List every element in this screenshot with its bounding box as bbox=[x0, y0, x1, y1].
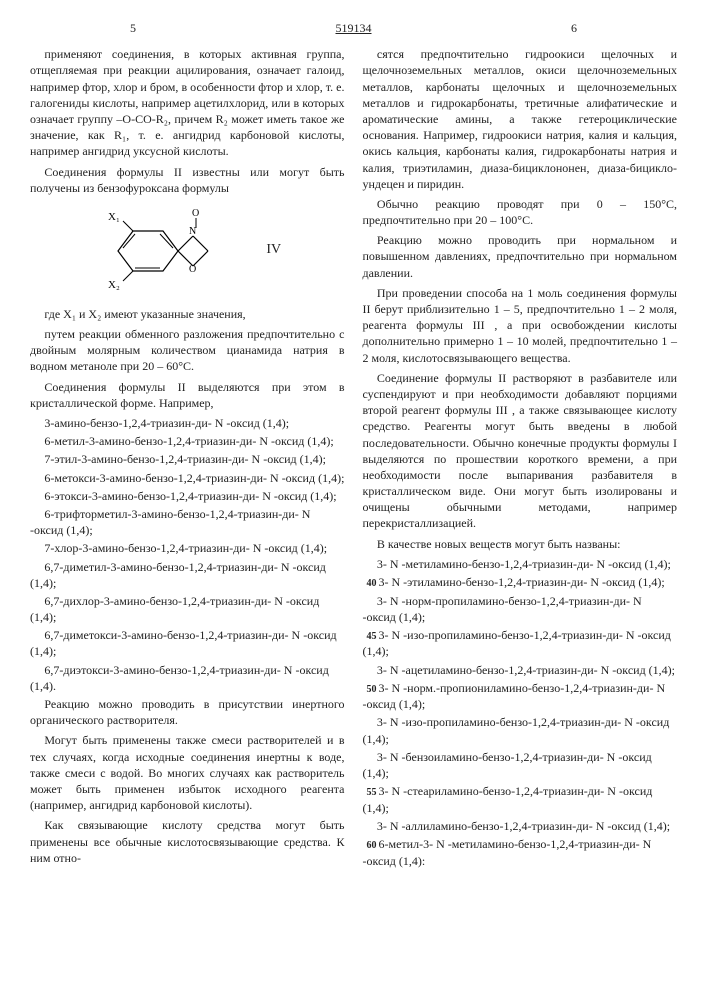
paragraph: Соединение формулы II растворяют в разба… bbox=[363, 370, 678, 532]
line-number: 40 bbox=[363, 577, 377, 591]
compound-item: 7-этил-3-амино-бензо-1,2,4-триазин-ди- N… bbox=[30, 451, 345, 467]
page-header: 5 519134 6 bbox=[30, 20, 677, 36]
paragraph: Обычно реакцию проводят при 0 – 150°С, п… bbox=[363, 196, 678, 228]
patent-number: 519134 bbox=[336, 20, 372, 36]
compound-item: 6-метокси-3-амино-бензо-1,2,4-триазин-ди… bbox=[30, 470, 345, 486]
paragraph: путем реакции обменного разложения предп… bbox=[30, 326, 345, 375]
compound-item: 553- N -стеариламино-бензо-1,2,4-триазин… bbox=[363, 783, 678, 816]
compound-item: 3-амино-бензо-1,2,4-триазин-ди- N -оксид… bbox=[30, 415, 345, 431]
svg-text:X₁: X₁ bbox=[108, 211, 120, 223]
svg-text:O: O bbox=[189, 264, 196, 275]
chemical-structure: N O O X₁ X₂ IV bbox=[30, 206, 345, 296]
compound-item: 6-этокси-3-амино-бензо-1,2,4-триазин-ди-… bbox=[30, 488, 345, 504]
paragraph: сятся предпочтительно гидроокиси щелочны… bbox=[363, 46, 678, 192]
compound-item: 3- N -изо-пропиламино-бензо-1,2,4-триази… bbox=[363, 714, 678, 746]
page-right: 6 bbox=[571, 20, 577, 36]
paragraph: Соединения формулы II известны или могут… bbox=[30, 164, 345, 196]
paragraph: Могут быть применены также смеси раствор… bbox=[30, 732, 345, 813]
svg-text:X₂: X₂ bbox=[108, 279, 120, 291]
formula-number: IV bbox=[266, 241, 281, 260]
paragraph: Как связывающие кислоту средства могут б… bbox=[30, 817, 345, 866]
paragraph: Соединения формулы II выделяются при это… bbox=[30, 379, 345, 411]
svg-text:N: N bbox=[189, 226, 196, 237]
compound-item: 403- N -этиламино-бензо-1,2,4-триазин-ди… bbox=[363, 574, 678, 591]
paragraph: применяют соединения, в которых активная… bbox=[30, 46, 345, 159]
compound-item: 503- N -норм.-пропиониламино-бензо-1,2,4… bbox=[363, 680, 678, 713]
paragraph: где X₁ и X₂ имеют указанные значения, bbox=[30, 306, 345, 322]
compound-item: 606-метил-3- N -метиламино-бензо-1,2,4-т… bbox=[363, 836, 678, 869]
line-number: 45 bbox=[363, 630, 377, 644]
line-number: 55 bbox=[363, 786, 377, 800]
compound-item: 3- N -бензоиламино-бензо-1,2,4-триазин-д… bbox=[363, 749, 678, 781]
two-column-body: применяют соединения, в которых активная… bbox=[30, 46, 677, 871]
page-left: 5 bbox=[130, 20, 136, 36]
paragraph: При проведении способа на 1 моль соедине… bbox=[363, 285, 678, 366]
compound-item: 3- N -ацетиламино-бензо-1,2,4-триазин-ди… bbox=[363, 662, 678, 678]
compound-item: 6,7-диметил-3-амино-бензо-1,2,4-триазин-… bbox=[30, 559, 345, 591]
compound-item: 3- N -норм-пропиламино-бензо-1,2,4-триаз… bbox=[363, 593, 678, 625]
paragraph: Реакцию можно проводить в присутствии ин… bbox=[30, 696, 345, 728]
compound-item: 6-метил-3-амино-бензо-1,2,4-триазин-ди- … bbox=[30, 433, 345, 449]
line-number: 50 bbox=[363, 683, 377, 697]
compound-item: 7-хлор-3-амино-бензо-1,2,4-триазин-ди- N… bbox=[30, 540, 345, 556]
compound-item: 453- N -изо-пропиламино-бензо-1,2,4-триа… bbox=[363, 627, 678, 660]
right-column: сятся предпочтительно гидроокиси щелочны… bbox=[363, 46, 678, 871]
compound-item: 6,7-диэтокси-3-амино-бензо-1,2,4-триазин… bbox=[30, 662, 345, 694]
line-number: 60 bbox=[363, 839, 377, 853]
svg-text:O: O bbox=[192, 208, 199, 219]
compound-item: 6,7-дихлор-3-амино-бензо-1,2,4-триазин-д… bbox=[30, 593, 345, 625]
left-column: применяют соединения, в которых активная… bbox=[30, 46, 345, 871]
paragraph: Реакцию можно проводить при нормальном и… bbox=[363, 232, 678, 281]
compound-item: 6,7-диметокси-3-амино-бензо-1,2,4-триази… bbox=[30, 627, 345, 659]
compound-item: 3- N -аллиламино-бензо-1,2,4-триазин-ди-… bbox=[363, 818, 678, 834]
compound-item: 3- N -метиламино-бензо-1,2,4-триазин-ди-… bbox=[363, 556, 678, 572]
paragraph: В качестве новых веществ могут быть назв… bbox=[363, 536, 678, 552]
compound-item: 6-трифторметил-3-амино-бензо-1,2,4-триаз… bbox=[30, 506, 345, 538]
